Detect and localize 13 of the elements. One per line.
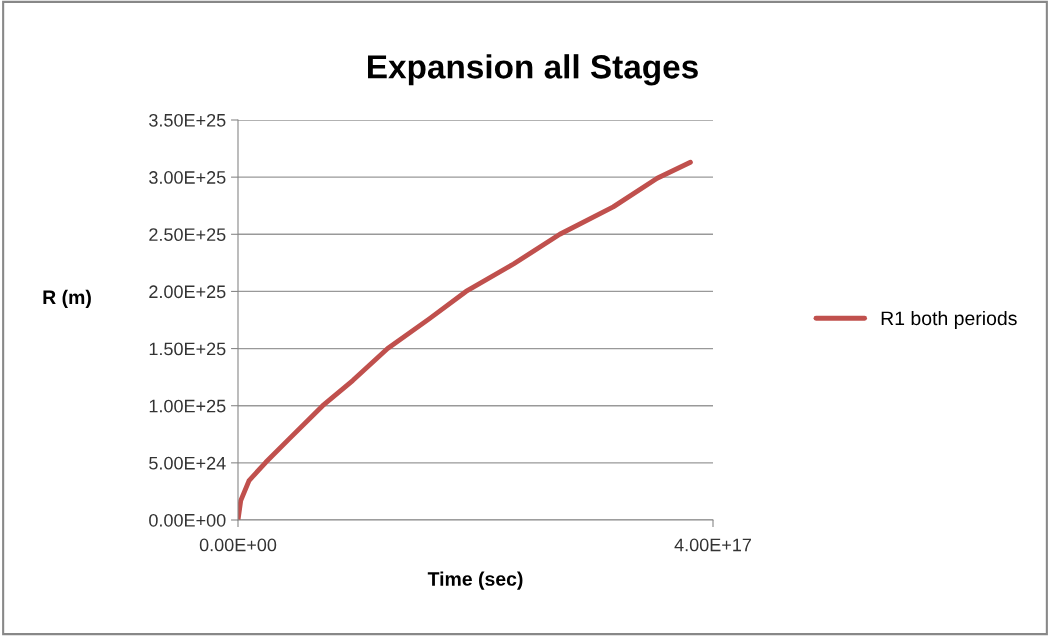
y-tick-label: 3.00E+25	[149, 171, 226, 184]
y-tick-label: 5.00E+24	[149, 456, 226, 470]
x-tick-label: 4.00E+17	[674, 538, 751, 552]
y-tick-label: 2.50E+25	[149, 228, 226, 242]
y-tick-label: 0.00E+00	[149, 513, 226, 527]
chart-title: Expansion all Stages	[368, 54, 698, 86]
legend-label: R1 both periods	[881, 310, 1017, 330]
x-axis-title: Time (sec)	[427, 571, 523, 590]
y-tick-label: 3.50E+25	[149, 113, 226, 127]
y-tick-label: 1.50E+25	[149, 342, 226, 356]
y-tick-label: 1.00E+25	[149, 399, 226, 413]
y-tick-label: 2.00E+25	[149, 285, 226, 299]
y-axis-title: R (m)	[43, 289, 91, 308]
